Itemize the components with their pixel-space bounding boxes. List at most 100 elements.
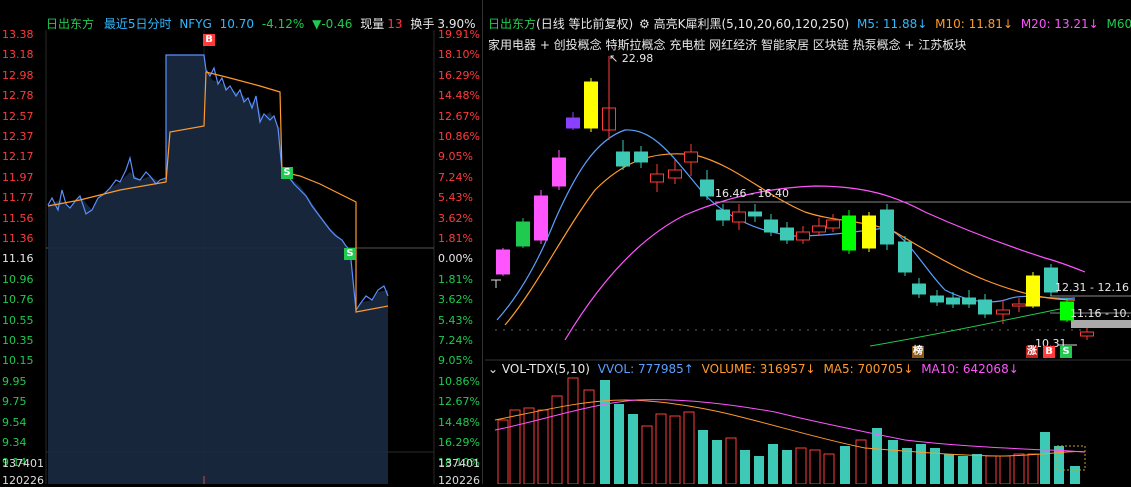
intraday-panel[interactable]: 日出东方 最近5日分时 NFYG 10.70 -4.12% ▼-0.46 现量 1… — [0, 0, 482, 487]
volume-bars — [497, 377, 1080, 484]
price-tick: 12.37 — [2, 130, 34, 143]
candle[interactable] — [1012, 303, 1026, 307]
candle[interactable] — [780, 227, 794, 241]
sell-badge[interactable]: S — [1060, 346, 1072, 358]
candle[interactable] — [842, 215, 856, 251]
candle[interactable] — [862, 215, 876, 249]
candle[interactable] — [978, 299, 992, 315]
volume-bar — [641, 425, 653, 484]
change-percent: -4.12% — [261, 17, 305, 31]
volume-bar — [698, 430, 708, 484]
candle[interactable] — [946, 297, 960, 305]
volume-bar — [888, 440, 898, 484]
candle[interactable] — [962, 297, 976, 305]
volume-bar — [537, 409, 549, 484]
volume-label: VOLUME: 316957↓ — [701, 362, 816, 376]
ma60-line — [869, 307, 1066, 347]
candle[interactable] — [496, 249, 510, 275]
candle[interactable] — [764, 219, 778, 233]
percent-tick: 7.24% — [438, 170, 473, 184]
volume-bar — [583, 389, 595, 484]
candle[interactable] — [812, 225, 826, 233]
volume-bar — [1027, 453, 1039, 484]
candle[interactable] — [650, 173, 664, 183]
vvol-label: VVOL: 777985↑ — [597, 362, 694, 376]
candle[interactable] — [796, 231, 810, 241]
change-absolute: ▼-0.46 — [312, 17, 353, 31]
candle[interactable] — [930, 295, 944, 303]
candle[interactable] — [1060, 301, 1074, 321]
candle[interactable] — [748, 211, 762, 217]
sell-marker-2[interactable]: S — [344, 248, 356, 260]
buy-marker[interactable]: B — [203, 34, 215, 46]
candlesticks[interactable] — [496, 56, 1094, 340]
percent-tick: 10.86% — [438, 374, 480, 388]
candle[interactable] — [732, 211, 746, 223]
sell-marker[interactable]: S — [281, 167, 293, 179]
intraday-chart[interactable] — [0, 0, 482, 484]
percent-tick: 18.10% — [438, 48, 480, 62]
percent-tick: 5.43% — [438, 313, 473, 327]
candle[interactable] — [700, 179, 714, 197]
candle[interactable] — [566, 117, 580, 129]
candle[interactable] — [996, 309, 1010, 315]
price-tick: 12.78 — [2, 89, 34, 103]
intraday-header: 日出东方 最近5日分时 NFYG 10.70 -4.12% ▼-0.46 现量 1… — [46, 17, 476, 31]
buy-badge[interactable]: B — [1043, 346, 1055, 358]
price-tick: 12.17 — [2, 150, 34, 164]
price-tick: 10.35 — [2, 334, 34, 347]
vol-indicator-label[interactable]: VOL-TDX(5,10) — [501, 362, 590, 376]
concept-tags[interactable]: 家用电器 + 创投概念 特斯拉概念 充电桩 网红经济 智能家居 区块链 热泵概念… — [488, 38, 967, 52]
volume-bar — [872, 428, 882, 484]
rank-badge[interactable]: 榜 — [912, 346, 924, 358]
candle[interactable] — [1080, 331, 1094, 337]
volume-bar — [614, 404, 624, 484]
price-tick: 11.77 — [2, 191, 34, 205]
mid-range-label: 16.46 - 16.40 — [715, 187, 789, 200]
percent-tick: 16.29% — [438, 68, 480, 82]
volume-bar — [999, 455, 1011, 484]
price-tick: 13.18 — [2, 48, 34, 62]
candle[interactable] — [634, 151, 648, 163]
turnover-label: 换手 — [410, 17, 435, 31]
ma10-line — [504, 153, 1076, 326]
price-tick: 11.16 — [2, 252, 34, 266]
settings-icon[interactable]: ⚙ — [639, 17, 650, 31]
candle[interactable] — [880, 209, 894, 245]
kline-chart[interactable] — [485, 0, 1131, 484]
average-line — [47, 71, 389, 313]
percent-tick: 12.67% — [438, 395, 480, 409]
kline-panel[interactable]: 日出东方(日线 等比前复权) ⚙ 高亮K犀利黑(5,10,20,60,120,2… — [485, 0, 1131, 484]
vol-ma5-line — [494, 399, 1086, 457]
candle[interactable] — [716, 209, 730, 221]
price-range-bar — [1071, 320, 1131, 328]
price-tick: 12.57 — [2, 109, 34, 123]
candle[interactable] — [668, 169, 682, 179]
ma5-label: M5: 11.88↓ — [857, 17, 928, 31]
volume-bar — [958, 456, 968, 484]
volume-bar — [683, 411, 695, 484]
candle[interactable] — [516, 221, 530, 247]
limit-up-badge[interactable]: 涨 — [1026, 346, 1038, 358]
candle[interactable] — [616, 151, 630, 167]
indicator-label[interactable]: 高亮K犀利黑(5,10,20,60,120,250) — [653, 17, 850, 31]
turnover-value: 3.90% — [437, 17, 476, 31]
candle[interactable] — [552, 157, 566, 187]
candle[interactable] — [584, 81, 598, 129]
candle[interactable] — [684, 151, 698, 163]
candle[interactable] — [534, 195, 548, 241]
candle[interactable] — [826, 219, 840, 229]
m60-label: M60: 11.73↑ — [1106, 17, 1131, 31]
candle[interactable] — [1044, 267, 1058, 293]
price-tick: 11.56 — [2, 211, 34, 225]
chart-title: 最近5日分时 — [103, 17, 172, 31]
volume-bar — [930, 448, 940, 484]
candle[interactable] — [898, 241, 912, 273]
panel-divider[interactable] — [482, 0, 483, 484]
price-tick: 10.15 — [2, 354, 34, 368]
volume-bar — [669, 415, 681, 484]
collapse-icon[interactable]: ⌄ — [488, 362, 499, 376]
candle[interactable] — [912, 283, 926, 295]
candle[interactable] — [1026, 275, 1040, 307]
volume-value: 13 — [387, 17, 403, 31]
